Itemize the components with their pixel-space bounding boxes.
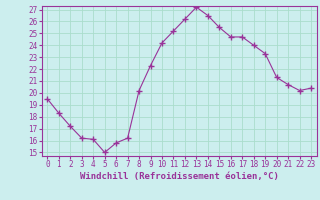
X-axis label: Windchill (Refroidissement éolien,°C): Windchill (Refroidissement éolien,°C) [80, 172, 279, 181]
